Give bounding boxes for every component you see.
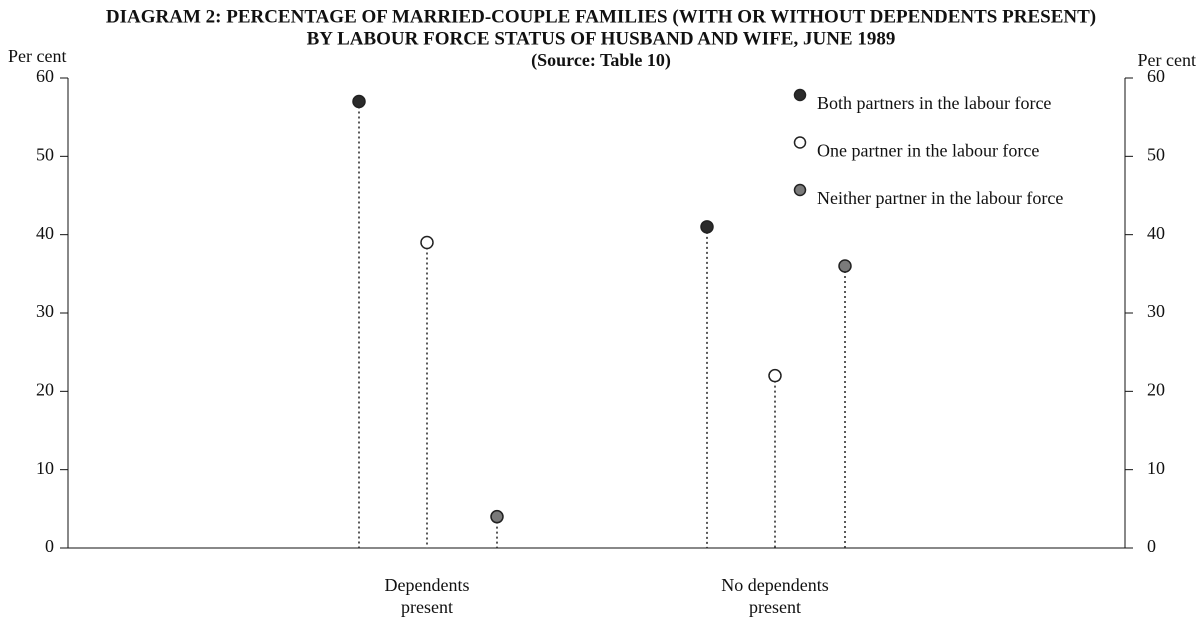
legend-marker <box>793 183 807 197</box>
x-tick-label: No dependents present <box>721 575 829 617</box>
y-tick-label: 40 <box>36 223 54 243</box>
legend-label: Both partners in the labour force <box>817 93 1051 113</box>
y2-tick-label: 60 <box>1147 66 1165 86</box>
chart-title: DIAGRAM 2: PERCENTAGE OF MARRIED-COUPLE … <box>106 6 1096 27</box>
dot <box>420 235 434 250</box>
x-tick-label: Dependents present <box>384 575 470 617</box>
y2-axis-label: Per cent <box>1138 50 1196 70</box>
chart-title: BY LABOUR FORCE STATUS OF HUSBAND AND WI… <box>307 28 896 49</box>
y2-tick-label: 50 <box>1147 144 1165 164</box>
y2-tick-label: 0 <box>1147 536 1156 556</box>
y2-tick-label: 30 <box>1147 301 1165 321</box>
dot <box>352 94 366 109</box>
legend-marker <box>793 136 807 149</box>
chart-subtitle: (Source: Table 10) <box>531 50 671 71</box>
y-tick-label: 0 <box>45 536 54 556</box>
y-tick-label: 10 <box>36 458 54 478</box>
dot <box>838 259 852 273</box>
y2-tick-label: 40 <box>1147 223 1165 243</box>
dot <box>768 368 782 383</box>
y-axis-label: Per cent <box>8 46 66 66</box>
y-tick-label: 30 <box>36 301 54 321</box>
y-tick-label: 60 <box>36 66 54 86</box>
y2-tick-label: 10 <box>1147 458 1165 478</box>
y2-tick-label: 20 <box>1147 379 1165 399</box>
dot <box>700 220 714 234</box>
legend-label: One partner in the labour force <box>817 141 1039 161</box>
y-tick-label: 50 <box>36 144 54 164</box>
dot <box>490 509 504 524</box>
legend-label: Neither partner in the labour force <box>817 188 1063 208</box>
y-tick-label: 20 <box>36 379 54 399</box>
legend-marker <box>793 88 807 102</box>
